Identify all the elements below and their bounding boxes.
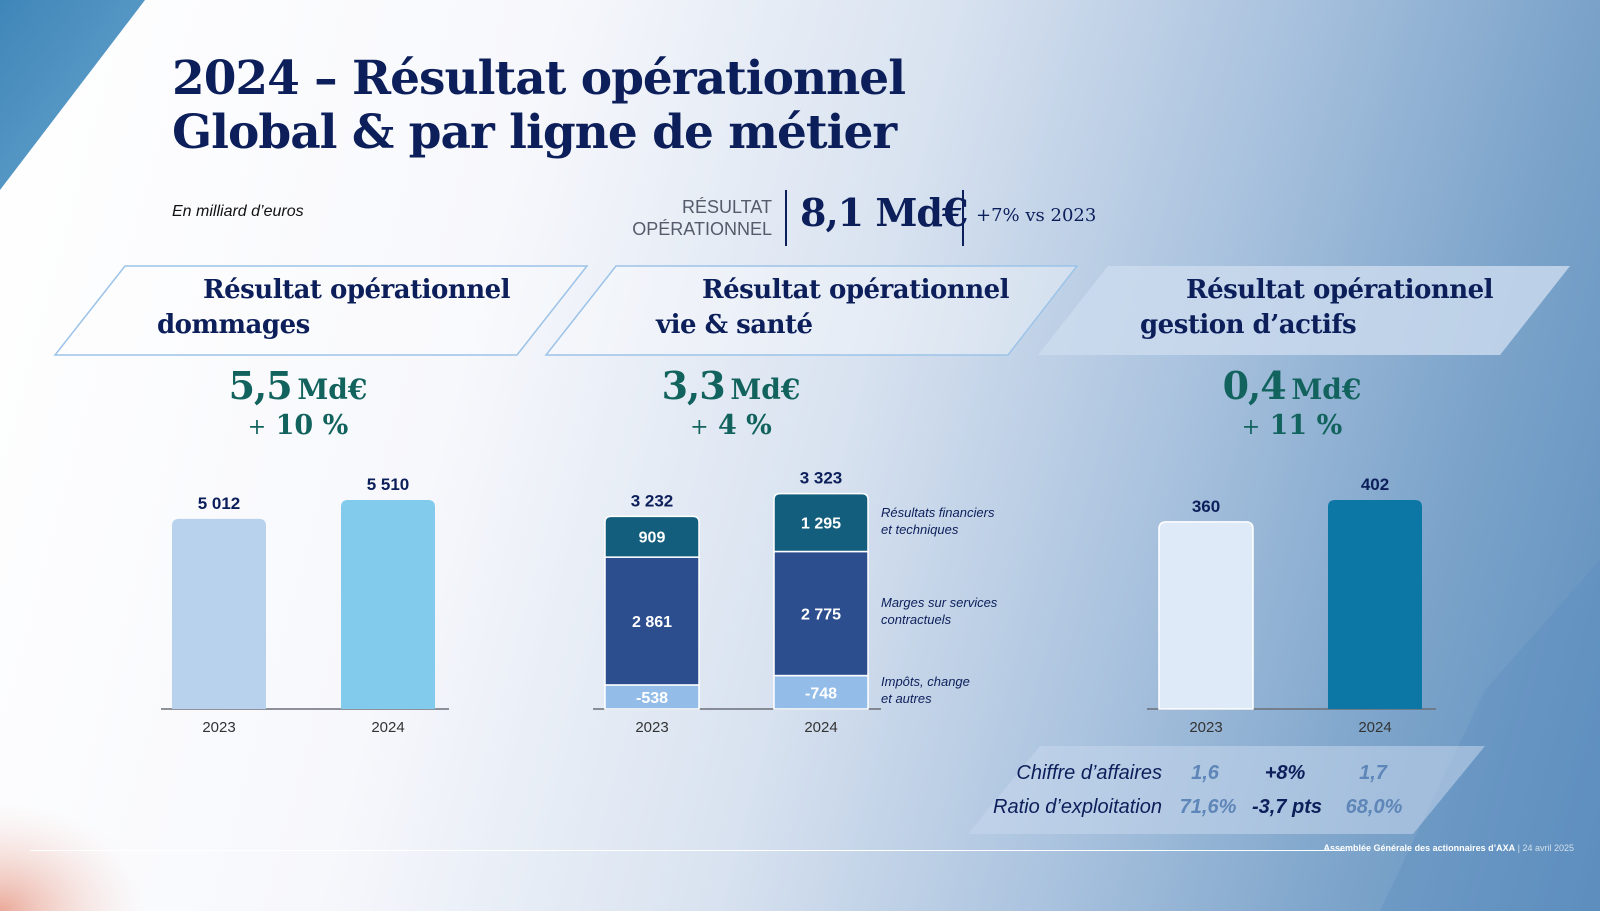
vie-sante-legend-taxes: Impôts, change et autres [881,674,970,706]
footer-event: Assemblée Générale des actionnaires d’AX… [1323,843,1516,853]
banner-vie-sante [544,265,1079,356]
stat-label-revenue: Chiffre d’affaires [1016,762,1162,784]
title-line-1: 2024 – Résultat opérationnel [172,51,906,106]
kpi-divider-left [785,190,787,246]
vie-sante-label-margins-2024: 2 775 [801,607,841,624]
segment-growth-gestion-actifs: + 11 % [1241,410,1343,441]
segment-title-gestion-actifs: Résultat opérationnel gestion d’actifs [1140,275,1494,340]
stat-cost-ratio-change: -3,7 pts [1251,796,1323,818]
stats-panel-bg [968,746,1485,834]
banner-gestion-actifs [1038,266,1570,355]
stat-revenue-2024: 1,7 [1359,762,1387,784]
segment-title-vie-sante: Résultat opérationnel vie & santé [656,275,1010,340]
gestion-actifs-bar-2023 [1158,521,1254,710]
stat-cost-ratio-2024: 68,0% [1345,796,1403,818]
vie-sante-label-financial-2023: 909 [639,530,666,547]
vie-sante-total-2023: 3 232 [631,491,674,510]
kpi-delta: +7% vs 2023 [976,205,1097,226]
vie-sante-total-2024: 3 323 [800,469,843,488]
dommages-value-label-2024: 5 510 [367,475,410,494]
segment-value-dommages: 5,5 Md€ [228,363,368,408]
vie-sante-label-margins-2023: 2 861 [632,614,672,631]
title-line-2: Global & par ligne de métier [172,105,897,160]
vie-sante-legend-financial: Résultats financiers et techniques [881,505,995,537]
gestion-actifs-tick-2024: 2024 [1358,719,1391,736]
vie-sante-label-negative-2023: -538 [636,690,668,707]
segment-growth-vie-sante: + 4 % [690,410,772,441]
vie-sante-bar-margins-2024 [773,550,869,677]
segment-title-dommages: Résultat opérationnel dommages [157,275,511,340]
vie-sante-bar-financial-2023 [604,515,700,558]
stat-cost-ratio-2023: 71,6% [1179,796,1237,818]
gestion-actifs-bar-2024 [1328,500,1422,709]
kpi-label: RÉSULTAT OPÉRATIONNEL [600,196,772,240]
gestion-actifs-value-label-2024: 402 [1361,475,1389,494]
footer-rule [30,850,1345,851]
vie-sante-label-negative-2024: -748 [805,685,837,702]
footer: Assemblée Générale des actionnaires d’AX… [1324,843,1574,853]
gestion-actifs-value-label-2023: 360 [1192,497,1220,516]
footer-separator: | [1515,843,1523,853]
kpi-label-line-2: OPÉRATIONNEL [632,219,772,239]
vie-sante-bar-margins-2023 [604,556,700,686]
unit-note: En milliard d’euros [172,203,304,220]
segment-growth-dommages: + 10 % [247,410,349,441]
vie-sante-bar-negative-2024 [773,674,869,710]
dommages-tick-2023: 2023 [202,719,235,736]
dommages-value-label-2023: 5 012 [198,494,241,513]
footer-date: 24 avril 2025 [1522,843,1574,853]
kpi-total-value: 8,1 Md€ [800,190,968,235]
dommages-bar-2024 [341,500,435,709]
kpi-label-line-1: RÉSULTAT [681,197,772,217]
stat-revenue-change: +8% [1264,762,1306,784]
gestion-actifs-tick-2023: 2023 [1189,719,1222,736]
kpi-divider-right [962,190,964,246]
vie-sante-legend-margins: Marges sur services contractuels [881,595,998,627]
stat-revenue-2023: 1,6 [1191,762,1219,784]
dommages-bar-2023 [172,518,266,709]
vie-sante-label-financial-2024: 1 295 [801,516,841,533]
page-title: 2024 – Résultat opérationnel Global & pa… [172,51,906,160]
vie-sante-bar-financial-2024 [773,492,869,553]
dommages-tick-2024: 2024 [371,719,404,736]
banner-dommages [53,265,589,356]
segment-value-gestion-actifs: 0,4 Md€ [1222,363,1362,408]
vie-sante-tick-2024: 2024 [804,719,837,736]
vie-sante-tick-2023: 2023 [635,719,668,736]
segment-value-vie-sante: 3,3 Md€ [661,363,801,408]
stat-label-cost-ratio: Ratio d’exploitation [993,796,1162,818]
